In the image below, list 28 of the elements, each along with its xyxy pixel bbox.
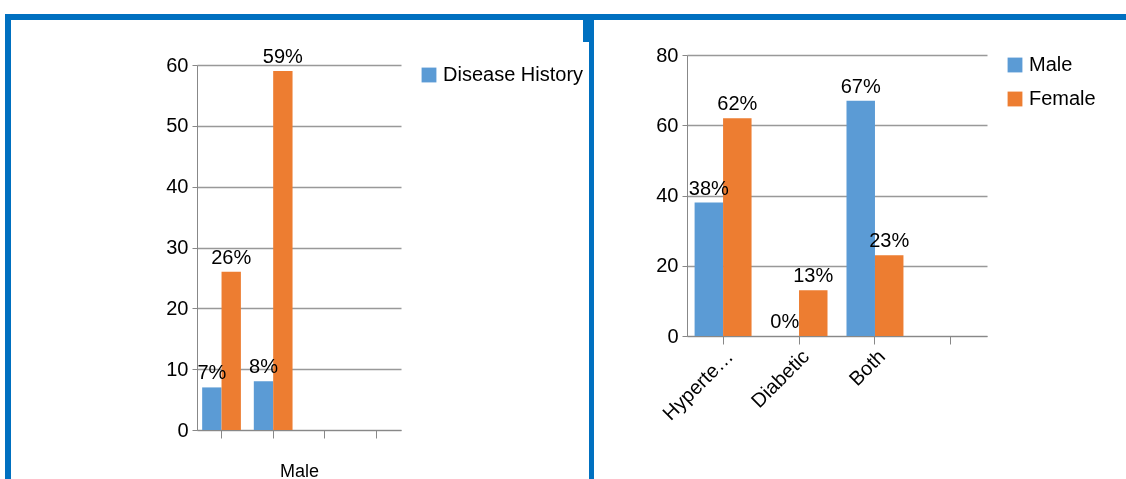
y-tick-label: 40 (656, 184, 679, 206)
data-label: 26% (211, 245, 252, 268)
y-tick-label: 10 (166, 357, 189, 380)
y-tick-label: 20 (166, 296, 189, 319)
x-axis-title: Male (279, 460, 320, 479)
legend-label: Disease History (443, 63, 584, 85)
y-tick-label: 60 (166, 53, 189, 76)
legend-label: Female (1029, 87, 1096, 109)
bar (202, 387, 222, 430)
y-tick-label: 60 (656, 113, 679, 136)
bar (694, 202, 724, 336)
data-label: 0% (770, 310, 800, 332)
y-tick-label: 0 (177, 418, 189, 441)
data-label: 62% (717, 92, 758, 115)
y-tick-label: 80 (656, 43, 679, 66)
bar (874, 255, 904, 336)
bar (799, 290, 828, 336)
y-tick-label: 30 (166, 236, 189, 258)
y-tick-label: 50 (166, 114, 189, 137)
y-tick-label: 40 (166, 175, 189, 198)
x-tick-label: Both (844, 345, 890, 390)
y-tick-label: 20 (656, 254, 679, 277)
data-label: 67% (840, 74, 881, 97)
data-label: 59% (262, 45, 304, 68)
y-tick-label: 0 (667, 324, 679, 347)
data-label: 13% (793, 264, 834, 287)
legend-label: Male (1029, 53, 1073, 75)
bar (253, 381, 274, 430)
